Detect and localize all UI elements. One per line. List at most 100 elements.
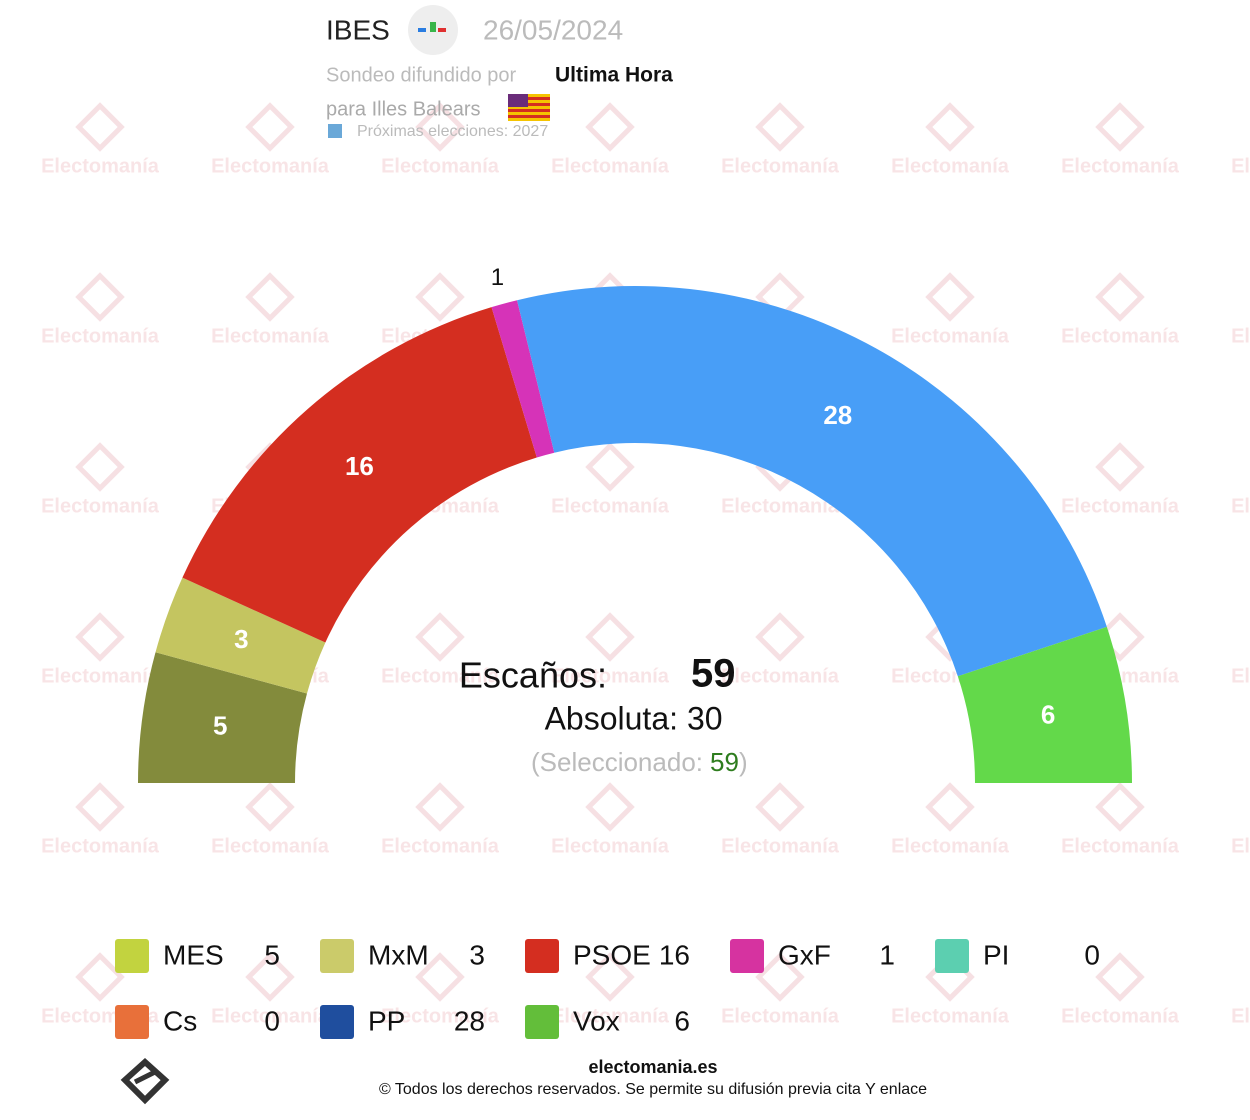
seat-arc (491, 300, 555, 458)
watermark-text: Electomanía (1231, 665, 1250, 687)
selected-label: (Seleccionado: (531, 747, 703, 777)
watermark-text: Electomanía (41, 835, 160, 857)
seats-label: Escaños: (459, 655, 607, 696)
legend-name: MES (163, 939, 224, 970)
watermark-logo (75, 952, 125, 1002)
flag (508, 94, 550, 121)
watermark-text: Electomanía (1231, 495, 1250, 517)
watermark-logo (245, 102, 295, 152)
seat-arc (138, 652, 307, 783)
seat-label: 16 (345, 451, 374, 481)
seat-label: 28 (823, 400, 852, 430)
watermark-text: Electomanía (1231, 155, 1250, 177)
watermark-text: Electomanía (41, 325, 160, 347)
majority-label: Absoluta: (545, 700, 678, 736)
seat-arc (155, 577, 326, 694)
watermark-text: Electomanía (211, 325, 330, 347)
watermark-logo (1095, 782, 1145, 832)
watermark-text: Electomanía (551, 835, 670, 857)
legend-name: Cs (163, 1005, 197, 1036)
legend-icon (525, 1005, 559, 1039)
watermark-logo (245, 272, 295, 322)
watermark-logo (415, 102, 465, 152)
seat-label: 3 (234, 624, 248, 654)
watermark-text: Electomanía (551, 1005, 670, 1027)
legend-value: 28 (454, 1005, 485, 1036)
watermark-text: Electomanía (1061, 1005, 1180, 1027)
watermark-logo (1095, 442, 1145, 492)
watermark-text: Electomanía (1231, 835, 1250, 857)
watermark-text: Electomanía (41, 155, 160, 177)
seat-arc (957, 626, 1132, 783)
legend-value: 16 (659, 939, 690, 970)
watermark-logo (585, 952, 635, 1002)
legend-value: 6 (674, 1005, 690, 1036)
watermark-logo (245, 782, 295, 832)
watermark-logo (75, 272, 125, 322)
watermark-layer: Electomanía Electomanía Electomanía Electom… (41, 102, 1250, 1027)
logo-part (418, 28, 426, 32)
legend-name: GxF (778, 939, 831, 970)
watermark-logo (755, 102, 805, 152)
watermark-logo (75, 612, 125, 662)
seat-arc (517, 286, 1107, 677)
legend-value: 3 (469, 939, 485, 970)
legend-icon (935, 939, 969, 973)
watermark-text: Electomanía (721, 1005, 840, 1027)
legend-name: Vox (573, 1005, 620, 1036)
next-elections: Próximas elecciones: 2027 (357, 123, 548, 140)
watermark-logo (415, 272, 465, 322)
watermark-text: Electomanía (891, 835, 1010, 857)
watermark-logo (1095, 272, 1145, 322)
watermark-text: Electomanía (211, 155, 330, 177)
date: 26/05/2024 (483, 14, 623, 45)
seat-label: 6 (1041, 699, 1055, 729)
watermark-logo (75, 442, 125, 492)
watermark-text: Electomanía (1061, 495, 1180, 517)
watermark-text: Electomanía (211, 835, 330, 857)
watermark-text: Electomanía (1231, 1005, 1250, 1027)
legend-icon (525, 939, 559, 973)
legend-icon (320, 939, 354, 973)
watermark-text: Electomanía (551, 495, 670, 517)
watermark-logo (415, 612, 465, 662)
seats-total: 59 (691, 652, 736, 696)
watermark-text: Electomanía (381, 835, 500, 857)
watermark-text: Electomanía (721, 155, 840, 177)
watermark-logo (585, 102, 635, 152)
watermark-text: Electomanía (551, 155, 670, 177)
legend-value: 1 (879, 939, 895, 970)
watermark-logo (925, 782, 975, 832)
watermark-text: Electomanía (41, 495, 160, 517)
watermark-text: Electomanía (1061, 325, 1180, 347)
watermark-logo (755, 782, 805, 832)
hemicycle: 5 3 16 1 28 6 (138, 264, 1132, 783)
legend-name: MxM (368, 939, 429, 970)
legend: MES 5 MxM 3 PSOE 16 GxF 1 PI 0 Cs 0 PP 28 Vox 6 (115, 939, 1100, 1039)
legend-icon (320, 1005, 354, 1039)
watermark-logo (755, 612, 805, 662)
logo-part (430, 22, 436, 32)
watermark-text: Electomanía (211, 1005, 330, 1027)
watermark-text: Electomanía (721, 495, 840, 517)
watermark-logo (75, 782, 125, 832)
legend-name: PSOE (573, 939, 651, 970)
seat-label: 5 (213, 710, 227, 740)
legend-icon (730, 939, 764, 973)
watermark-logo (925, 272, 975, 322)
ballot-icon (328, 124, 342, 138)
pollster: IBES (326, 14, 390, 45)
watermark-text: Electomanía (381, 1005, 500, 1027)
watermark-text: Electomanía (41, 665, 160, 687)
watermark-text: Electomanía (891, 325, 1010, 347)
legend-name: PP (368, 1005, 405, 1036)
published-by: Ultima Hora (555, 64, 673, 87)
watermark-logo (585, 782, 635, 832)
selected-close: ) (739, 747, 748, 777)
legend-value: 0 (1084, 939, 1100, 970)
watermark-logo (585, 612, 635, 662)
footer-logo (120, 1057, 170, 1105)
seat-label: 1 (491, 264, 504, 291)
watermark-text: Electomanía (891, 1005, 1010, 1027)
